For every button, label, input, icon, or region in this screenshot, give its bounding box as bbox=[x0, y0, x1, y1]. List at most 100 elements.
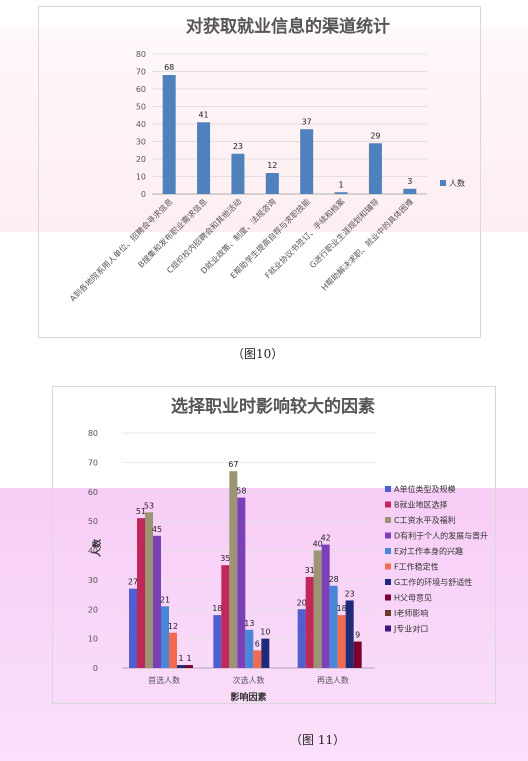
chart-2-data-label: 18 bbox=[337, 604, 347, 613]
chart-1-bar bbox=[368, 143, 382, 194]
chart-1-bar bbox=[403, 188, 417, 194]
chart-2-legend-swatch bbox=[385, 486, 391, 492]
chart-2-bar bbox=[145, 512, 153, 668]
chart-2-data-label: 27 bbox=[128, 578, 138, 587]
chart-1-y-tick: 0 bbox=[141, 190, 146, 199]
chart-2-bar bbox=[185, 665, 193, 668]
chart-2-legend-label: D有利于个人的发展与晋升 bbox=[394, 531, 488, 541]
chart-1-data-label: 12 bbox=[267, 161, 277, 170]
chart-2-y-tick: 60 bbox=[88, 488, 98, 497]
chart-1-y-tick: 60 bbox=[136, 85, 146, 94]
chart-2-data-label: 35 bbox=[220, 554, 230, 563]
chart-1-data-label: 37 bbox=[302, 117, 312, 126]
chart-2-data-label: 51 bbox=[136, 507, 146, 516]
chart-2-data-label: 18 bbox=[212, 604, 222, 613]
chart-2-y-tick: 10 bbox=[88, 635, 98, 644]
chart-2-bar bbox=[337, 615, 346, 668]
chart-2-bar bbox=[237, 497, 246, 668]
chart-2-legend-label: I老师影响 bbox=[394, 608, 428, 618]
chart-2-bar bbox=[153, 535, 161, 668]
chart-2-legend-label: H父母意见 bbox=[394, 593, 432, 603]
chart-2-bar bbox=[245, 629, 254, 668]
chart-1-data-label: 1 bbox=[339, 180, 344, 189]
chart-2-legend-label: F工作稳定性 bbox=[394, 562, 439, 572]
chart-1-bar bbox=[197, 122, 211, 194]
chart-2-bar bbox=[169, 632, 177, 668]
chart-2-data-label: 6 bbox=[255, 639, 260, 648]
chart-1-title: 对获取就业信息的渠道统计 bbox=[186, 16, 390, 37]
chart-1-y-tick: 10 bbox=[136, 173, 146, 182]
figure-caption-11: （图 11） bbox=[290, 733, 346, 747]
chart-2-legend-label: J专业对口 bbox=[393, 624, 428, 634]
chart-1-data-label: 41 bbox=[198, 110, 208, 119]
chart-2-legend-swatch bbox=[385, 594, 391, 601]
chart-2-legend-label: B就业地区选择 bbox=[394, 500, 448, 510]
chart-2-bar bbox=[297, 609, 306, 668]
chart-2-legend-swatch bbox=[385, 563, 391, 570]
chart-1-y-tick: 30 bbox=[136, 138, 146, 147]
chart-2-data-label: 10 bbox=[260, 628, 270, 637]
chart-1-legend-swatch bbox=[440, 180, 446, 186]
chart-1-y-tick: 80 bbox=[136, 50, 146, 59]
chart-2-y-tick: 0 bbox=[93, 664, 98, 673]
chart-2-data-label: 31 bbox=[305, 566, 315, 575]
chart-1-y-tick: 70 bbox=[136, 68, 146, 77]
chart-2-bar bbox=[261, 638, 270, 668]
chart-2-category-label: 次选人数 bbox=[233, 675, 265, 685]
chart-2-bar bbox=[253, 650, 262, 668]
chart-2-legend-swatch bbox=[385, 517, 391, 523]
chart-1-category-label: B搜集和发布职业需求信息 bbox=[136, 196, 209, 269]
background-band-bottom bbox=[0, 488, 528, 761]
chart-1-bar bbox=[162, 75, 176, 194]
chart-2-bar bbox=[229, 471, 238, 668]
chart-2-legend-label: A单位类型及规模 bbox=[394, 484, 455, 494]
chart-2-bar bbox=[221, 565, 230, 668]
chart-2-data-label: 28 bbox=[329, 575, 339, 584]
chart-1-legend-label: 人数 bbox=[449, 178, 465, 188]
chart-2-data-label: 67 bbox=[228, 460, 238, 469]
chart-1-data-label: 68 bbox=[164, 63, 174, 72]
chart-2-title: 选择职业时影响较大的因素 bbox=[171, 396, 375, 417]
chart-2-legend-swatch bbox=[385, 532, 391, 539]
background-band-top bbox=[0, 26, 528, 232]
chart-2-legend-label: C工资水平及福利 bbox=[394, 515, 456, 525]
chart-frame-1 bbox=[38, 6, 481, 338]
chart-2-bar bbox=[321, 544, 330, 668]
chart-2-data-label: 1 bbox=[186, 654, 191, 663]
chart-2-bar bbox=[161, 606, 169, 668]
chart-1-bar bbox=[300, 129, 314, 194]
chart-2-data-label: 1 bbox=[178, 654, 183, 663]
chart-1-bar bbox=[231, 153, 245, 194]
chart-2-data-label: 42 bbox=[321, 534, 331, 543]
chart-1-data-label: 3 bbox=[407, 177, 412, 186]
chart-1-category-label: G进行职业生涯规划和辅导 bbox=[307, 196, 381, 270]
chart-2-y-tick: 30 bbox=[88, 576, 98, 585]
chart-1-y-tick: 50 bbox=[136, 103, 146, 112]
chart-1-bar bbox=[265, 173, 279, 194]
chart-2-data-label: 58 bbox=[236, 487, 246, 496]
chart-2-data-label: 20 bbox=[297, 598, 307, 607]
chart-frame-2 bbox=[52, 386, 496, 704]
chart-2-legend-swatch bbox=[385, 501, 391, 508]
chart-2-category-label: 再选人数 bbox=[317, 675, 349, 685]
chart-1-y-tick: 20 bbox=[136, 155, 146, 164]
chart-1-y-tick: 40 bbox=[136, 120, 146, 129]
chart-2-legend-swatch bbox=[385, 625, 391, 632]
chart-2-bar bbox=[345, 600, 354, 668]
chart-2-legend-swatch bbox=[385, 610, 391, 616]
chart-2-bar bbox=[305, 576, 314, 668]
chart-2-legend-label: E对工作本身的兴趣 bbox=[394, 546, 463, 556]
figure-caption-10: （图10） bbox=[232, 347, 284, 361]
chart-2-data-label: 9 bbox=[355, 631, 360, 640]
chart-2-data-label: 23 bbox=[345, 589, 355, 598]
chart-2-bar bbox=[137, 518, 145, 668]
chart-2-bar bbox=[213, 615, 222, 668]
chart-1-data-label: 29 bbox=[370, 131, 380, 140]
chart-2-bar bbox=[313, 550, 322, 668]
chart-2-category-label: 首选人数 bbox=[148, 675, 180, 685]
chart-1-bar bbox=[334, 192, 348, 194]
chart-2-y-tick: 70 bbox=[88, 458, 98, 467]
chart-2-data-label: 53 bbox=[144, 501, 154, 510]
chart-2-y-tick: 20 bbox=[88, 605, 98, 614]
